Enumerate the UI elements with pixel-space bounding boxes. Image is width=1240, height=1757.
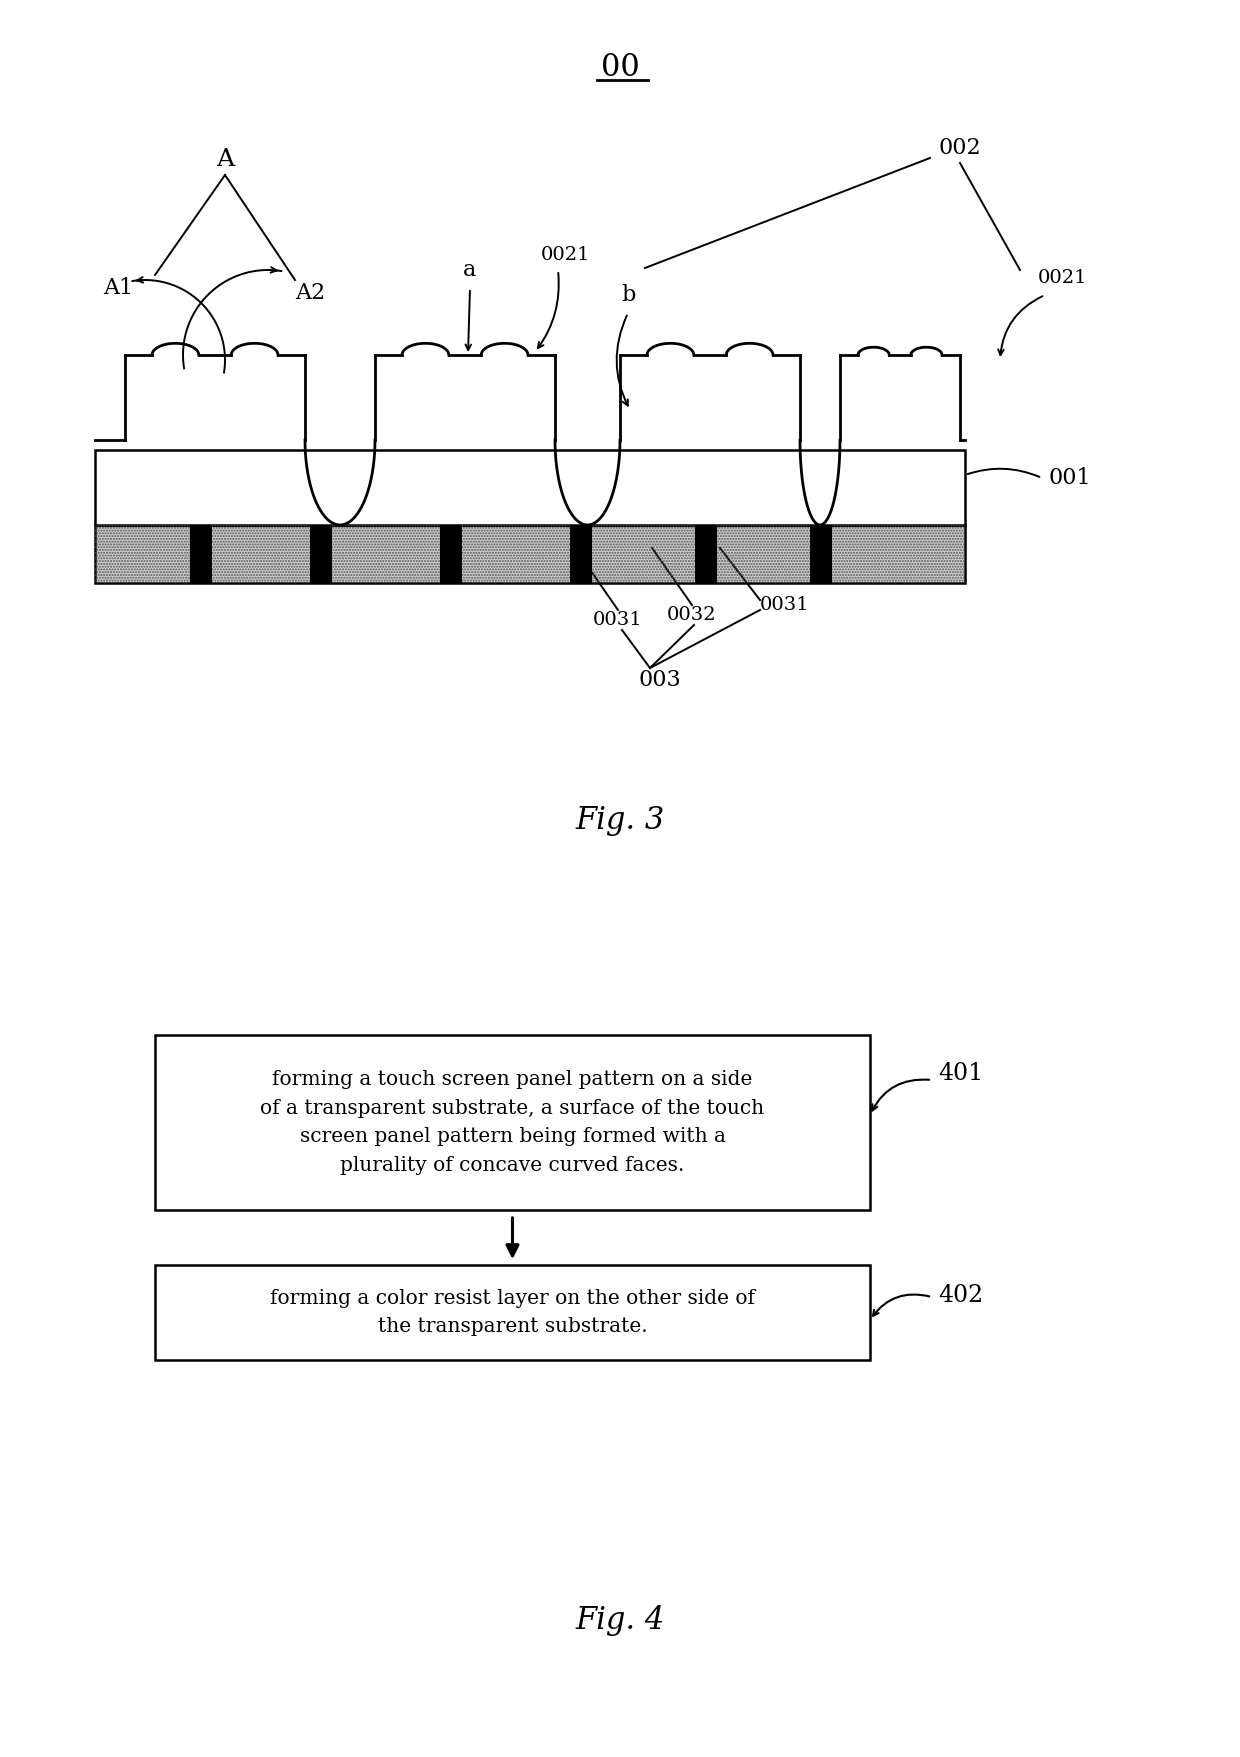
Text: b: b: [621, 285, 635, 306]
Bar: [155, 1035, 870, 1211]
Text: 003: 003: [639, 669, 681, 691]
Text: 401: 401: [937, 1061, 983, 1084]
Bar: [95, 525, 965, 583]
Bar: [440, 525, 463, 583]
Text: A: A: [216, 149, 234, 172]
Text: 001: 001: [1048, 467, 1091, 488]
Text: 402: 402: [937, 1284, 983, 1307]
Text: 0032: 0032: [667, 606, 717, 624]
Bar: [190, 525, 212, 583]
Text: 0021: 0021: [541, 246, 590, 264]
Text: 0031: 0031: [593, 611, 642, 629]
Text: forming a touch screen panel pattern on a side
of a transparent substrate, a sur: forming a touch screen panel pattern on …: [260, 1070, 765, 1175]
Text: 002: 002: [939, 137, 981, 158]
Text: a: a: [464, 258, 476, 281]
Text: 0021: 0021: [1038, 269, 1087, 286]
Bar: [155, 1265, 870, 1360]
Text: A2: A2: [295, 283, 325, 304]
Bar: [95, 450, 965, 525]
Text: forming a color resist layer on the other side of
the transparent substrate.: forming a color resist layer on the othe…: [270, 1288, 755, 1337]
Text: A1: A1: [103, 278, 133, 299]
Text: 00: 00: [600, 53, 640, 84]
Bar: [310, 525, 332, 583]
Bar: [95, 525, 965, 583]
Text: Fig. 4: Fig. 4: [575, 1604, 665, 1636]
Text: Fig. 3: Fig. 3: [575, 805, 665, 836]
Bar: [810, 525, 832, 583]
Text: 0031: 0031: [760, 596, 810, 613]
Bar: [694, 525, 717, 583]
Bar: [570, 525, 591, 583]
